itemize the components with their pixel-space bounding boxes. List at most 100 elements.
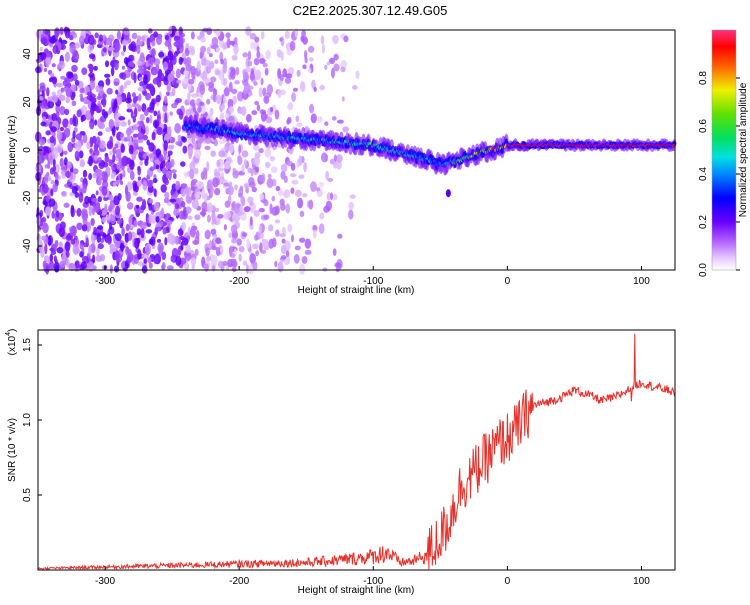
- spectrogram-noise-cell: [195, 191, 201, 201]
- spectrogram-noise-cell: [60, 39, 68, 45]
- spectrogram-noise-cell: [95, 105, 101, 114]
- spectrogram-noise-cell: [230, 224, 238, 234]
- spectrogram-noise-cell: [174, 235, 180, 245]
- spectrogram-noise-cell: [235, 66, 240, 76]
- spectrogram-noise-cell: [51, 210, 55, 219]
- spectrogram-noise-cell: [284, 77, 292, 85]
- spectrogram-noise-cell: [189, 168, 195, 180]
- spectrogram-noise-cell: [340, 60, 347, 70]
- spectrogram-noise-cell: [269, 203, 273, 215]
- spectrogram-noise-cell: [178, 26, 183, 35]
- spectrogram-noise-cell: [187, 146, 193, 157]
- spectrogram-noise-cell: [231, 88, 238, 95]
- spectrogram-noise-cell: [252, 261, 258, 271]
- spectrogram-noise-cell: [256, 46, 260, 52]
- spectrogram-noise-cell: [59, 221, 66, 230]
- spectrogram-noise-cell: [139, 52, 145, 59]
- spectrogram-noise-cell: [176, 79, 182, 84]
- spectrogram-noise-cell: [331, 35, 339, 43]
- spectrogram-noise-cell: [238, 108, 243, 115]
- spectrogram-noise-cell: [74, 140, 82, 152]
- spectrogram-noise-cell: [39, 85, 46, 93]
- spectrogram-noise-cell: [71, 186, 78, 194]
- spectrogram-noise-cell: [131, 92, 137, 98]
- spectrogram-noise-cell: [113, 60, 119, 71]
- spectrogram-noise-cell: [187, 215, 193, 220]
- spectrogram-noise-cell: [39, 46, 43, 52]
- spectrogram-noise-cell: [66, 71, 72, 79]
- spectrogram-noise-cell: [190, 31, 195, 40]
- spectrogram-noise-cell: [167, 42, 172, 51]
- spectrogram-noise-cell: [298, 155, 303, 167]
- spectrogram-noise-cell: [225, 32, 231, 39]
- spectrogram-noise-cell: [158, 51, 165, 58]
- spectrogram-noise-cell: [162, 61, 169, 71]
- spectrogram-noise-cell: [183, 58, 189, 67]
- spectrogram-noise-cell: [238, 144, 242, 155]
- spectrogram-noise-cell: [245, 26, 252, 36]
- spectrogram-noise-cell: [228, 246, 233, 257]
- spectrogram-noise-cell: [308, 57, 314, 62]
- spectrogram-y-tick-label: 20: [22, 96, 33, 108]
- spectrogram-noise-cell: [184, 171, 188, 179]
- spectrogram-noise-cell: [215, 246, 221, 257]
- spectrogram-noise-cell: [61, 191, 66, 196]
- spectrogram-noise-cell: [105, 214, 111, 221]
- spectrogram-noise-cell: [187, 91, 191, 103]
- spectrogram-noise-cell: [319, 212, 325, 220]
- spectrogram-noise-cell: [200, 45, 207, 53]
- snr-x-axis: -300 -200 -100 0 100: [95, 566, 650, 587]
- spectrogram-noise-cell: [88, 155, 94, 167]
- spectrogram-noise-cell: [115, 179, 120, 185]
- spectrogram-noise-cell: [131, 32, 138, 40]
- spectrogram-noise-cell: [169, 235, 176, 246]
- spectrogram-noise-cell: [206, 161, 210, 172]
- spectrogram-noise-cell: [120, 51, 125, 56]
- spectrogram-noise-cell: [59, 26, 64, 36]
- spectrogram-noise-cell: [101, 216, 107, 223]
- spectrogram-noise-cell: [88, 172, 93, 181]
- spectrogram-noise-cell: [148, 153, 155, 159]
- spectrogram-noise-cell: [152, 177, 158, 184]
- spectrogram-noise-cell: [93, 226, 97, 234]
- spectrogram-noise-cell: [55, 111, 60, 118]
- spectrogram-noise-cell: [88, 72, 95, 78]
- spectrogram-noise-cell: [149, 114, 153, 124]
- spectrogram-noise-cell: [121, 65, 126, 70]
- spectrogram-noise-cell: [215, 207, 220, 213]
- spectrogram-noise-cell: [241, 164, 245, 173]
- spectrogram-noise-cell: [63, 85, 69, 93]
- spectrogram-noise-cell: [101, 171, 108, 178]
- spectrogram-noise-cell: [214, 187, 221, 196]
- spectrogram-noise-cell: [163, 95, 168, 105]
- spectrogram-noise-cell: [240, 106, 247, 116]
- spectrogram-noise-cell: [302, 193, 308, 198]
- spectrogram-noise-cell: [185, 194, 189, 201]
- spectrogram-noise-cell: [142, 198, 146, 205]
- spectrogram-noise-cell: [268, 238, 274, 250]
- spectrogram-noise-cell: [54, 172, 59, 180]
- spectrogram-noise-cell: [308, 199, 314, 210]
- spectrogram-noise-cell: [102, 47, 107, 53]
- spectrogram-noise-cell: [219, 112, 225, 120]
- spectrogram-noise-cell: [97, 225, 103, 230]
- spectrogram-noise-cell: [222, 96, 227, 104]
- snr-scale-label: (x104): [5, 329, 18, 356]
- spectrogram-noise-cell: [50, 126, 57, 133]
- spectrogram-noise-cell: [340, 66, 346, 73]
- spectrogram-noise-cell: [148, 83, 154, 92]
- spectrogram-noise-cell: [129, 170, 135, 181]
- spectrogram-noise-cell: [291, 179, 299, 185]
- spectrogram-noise-cell: [89, 148, 93, 154]
- spectrogram-noise-cell: [145, 229, 153, 234]
- spectrogram-noise-cell: [90, 103, 98, 112]
- spectrogram-noise-cell: [254, 69, 262, 81]
- spectrogram-noise-cell: [47, 100, 55, 109]
- spectrogram-noise-cell: [126, 135, 131, 142]
- spectrogram-noise-cell: [153, 110, 158, 117]
- spectrogram-noise-cell: [231, 266, 237, 273]
- spectrogram-noise-cell: [99, 140, 106, 150]
- spectrogram-noise-cell: [153, 258, 159, 265]
- spectrogram-noise-cell: [116, 148, 122, 159]
- spectrogram-noise-cell: [349, 194, 356, 199]
